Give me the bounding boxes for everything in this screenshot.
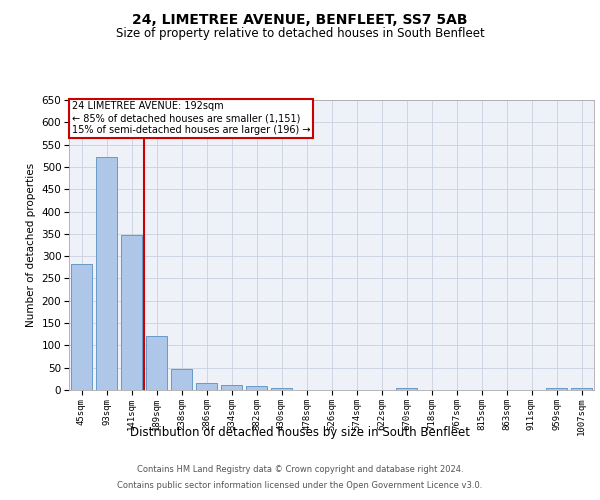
Bar (71, 264, 92, 390)
Text: Contains public sector information licensed under the Open Government Licence v3: Contains public sector information licen… (118, 480, 482, 490)
Bar (221, 385, 242, 390)
Y-axis label: Number of detached properties: Number of detached properties (26, 163, 36, 327)
Bar (571, 388, 592, 390)
Text: Contains HM Land Registry data © Crown copyright and database right 2024.: Contains HM Land Registry data © Crown c… (137, 464, 463, 473)
Text: Distribution of detached houses by size in South Benfleet: Distribution of detached houses by size … (130, 426, 470, 439)
Text: 24 LIMETREE AVENUE: 192sqm
← 85% of detached houses are smaller (1,151)
15% of s: 24 LIMETREE AVENUE: 192sqm ← 85% of deta… (71, 102, 310, 134)
Bar (546, 388, 567, 390)
Bar (96, 157, 117, 390)
Text: 24, LIMETREE AVENUE, BENFLEET, SS7 5AB: 24, LIMETREE AVENUE, BENFLEET, SS7 5AB (132, 12, 468, 26)
Bar (271, 388, 292, 390)
Bar (121, 235, 142, 390)
Bar (171, 369, 192, 390)
Text: Size of property relative to detached houses in South Benfleet: Size of property relative to detached ho… (116, 28, 484, 40)
Bar (246, 386, 267, 390)
Bar (196, 383, 217, 390)
Bar (396, 388, 417, 390)
Bar (146, 336, 167, 390)
